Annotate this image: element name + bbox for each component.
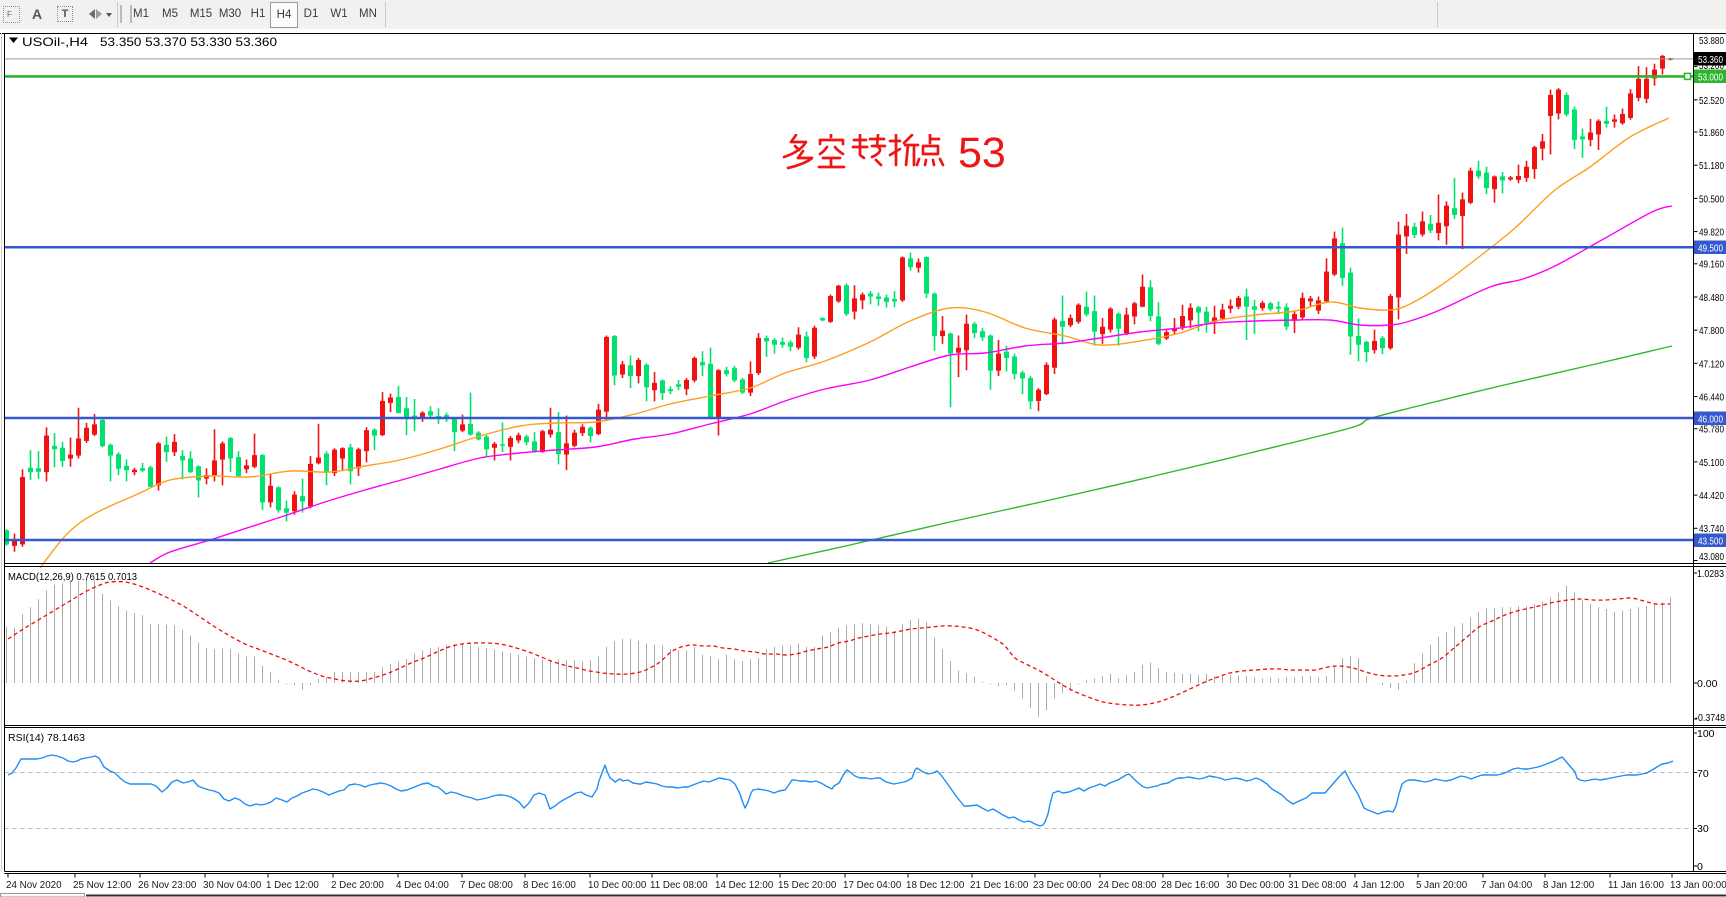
svg-text:13 Jan 00:00: 13 Jan 00:00 (1670, 880, 1726, 891)
svg-text:51.180: 51.180 (1699, 160, 1724, 172)
svg-text:17 Dec 04:00: 17 Dec 04:00 (843, 880, 902, 891)
svg-text:0: 0 (1697, 861, 1703, 873)
svg-text:14 Dec 12:00: 14 Dec 12:00 (715, 880, 774, 891)
svg-text:49.160: 49.160 (1699, 259, 1724, 271)
svg-text:2 Dec 20:00: 2 Dec 20:00 (331, 880, 384, 891)
svg-text:45.780: 45.780 (1699, 424, 1724, 436)
svg-text:MACD(12,26,9) 0.7615 0.7013: MACD(12,26,9) 0.7615 0.7013 (8, 571, 137, 583)
svg-text:49.820: 49.820 (1699, 227, 1724, 239)
svg-text:53.000: 53.000 (1698, 72, 1723, 84)
svg-text:30: 30 (1697, 823, 1709, 835)
svg-text:47.800: 47.800 (1699, 325, 1724, 337)
svg-text:1.0283: 1.0283 (1697, 568, 1724, 580)
svg-text:5 Jan 20:00: 5 Jan 20:00 (1416, 880, 1468, 891)
svg-text:RSI(14) 78.1463: RSI(14) 78.1463 (8, 732, 85, 744)
svg-text:48.480: 48.480 (1699, 292, 1724, 304)
svg-text:53.360: 53.360 (1698, 54, 1723, 66)
svg-text:100: 100 (1697, 728, 1715, 740)
svg-text:53.350 53.370 53.330 53.360: 53.350 53.370 53.330 53.360 (100, 35, 277, 49)
svg-text:53.880: 53.880 (1699, 35, 1724, 47)
svg-text:28 Dec 16:00: 28 Dec 16:00 (1161, 880, 1220, 891)
svg-text:26 Nov 23:00: 26 Nov 23:00 (138, 880, 197, 891)
svg-text:51.860: 51.860 (1699, 127, 1724, 139)
svg-text:53: 53 (958, 134, 1006, 174)
svg-text:45.100: 45.100 (1699, 457, 1724, 469)
svg-text:70: 70 (1697, 768, 1709, 780)
svg-text:46.440: 46.440 (1699, 391, 1724, 403)
svg-text:15 Dec 20:00: 15 Dec 20:00 (778, 880, 837, 891)
svg-text:8 Dec 16:00: 8 Dec 16:00 (523, 880, 576, 891)
svg-text:43.500: 43.500 (1698, 536, 1723, 548)
svg-text:11 Jan 16:00: 11 Jan 16:00 (1608, 880, 1664, 891)
svg-text:0.00: 0.00 (1697, 678, 1718, 690)
svg-text:24 Nov 2020: 24 Nov 2020 (6, 880, 62, 891)
svg-text:23 Dec 00:00: 23 Dec 00:00 (1033, 880, 1092, 891)
svg-text:47.120: 47.120 (1699, 358, 1724, 370)
svg-text:31 Dec 08:00: 31 Dec 08:00 (1288, 880, 1347, 891)
svg-text:30 Dec 00:00: 30 Dec 00:00 (1226, 880, 1285, 891)
svg-text:4 Dec 04:00: 4 Dec 04:00 (396, 880, 449, 891)
svg-text:50.500: 50.500 (1699, 193, 1724, 205)
svg-text:30 Nov 04:00: 30 Nov 04:00 (203, 880, 262, 891)
svg-text:-0.3748: -0.3748 (1695, 712, 1725, 724)
svg-text:24 Dec 08:00: 24 Dec 08:00 (1098, 880, 1157, 891)
svg-text:8 Jan 12:00: 8 Jan 12:00 (1543, 880, 1595, 891)
svg-text:USOil-,H4: USOil-,H4 (22, 35, 88, 49)
svg-text:49.500: 49.500 (1698, 243, 1723, 255)
svg-text:43.080: 43.080 (1699, 551, 1724, 563)
svg-text:11 Dec 08:00: 11 Dec 08:00 (650, 880, 708, 891)
svg-text:44.420: 44.420 (1699, 490, 1724, 502)
svg-text:46.000: 46.000 (1698, 414, 1723, 426)
svg-text:7 Jan 04:00: 7 Jan 04:00 (1481, 880, 1533, 891)
svg-text:18 Dec 12:00: 18 Dec 12:00 (906, 880, 965, 891)
svg-text:21 Dec 16:00: 21 Dec 16:00 (970, 880, 1029, 891)
svg-text:1 Dec 12:00: 1 Dec 12:00 (266, 880, 319, 891)
svg-text:25 Nov 12:00: 25 Nov 12:00 (73, 880, 132, 891)
svg-text:52.520: 52.520 (1699, 95, 1724, 107)
svg-text:7 Dec 08:00: 7 Dec 08:00 (460, 880, 513, 891)
svg-text:43.740: 43.740 (1699, 523, 1724, 535)
svg-text:4 Jan 12:00: 4 Jan 12:00 (1353, 880, 1405, 891)
svg-text:10 Dec 00:00: 10 Dec 00:00 (588, 880, 647, 891)
